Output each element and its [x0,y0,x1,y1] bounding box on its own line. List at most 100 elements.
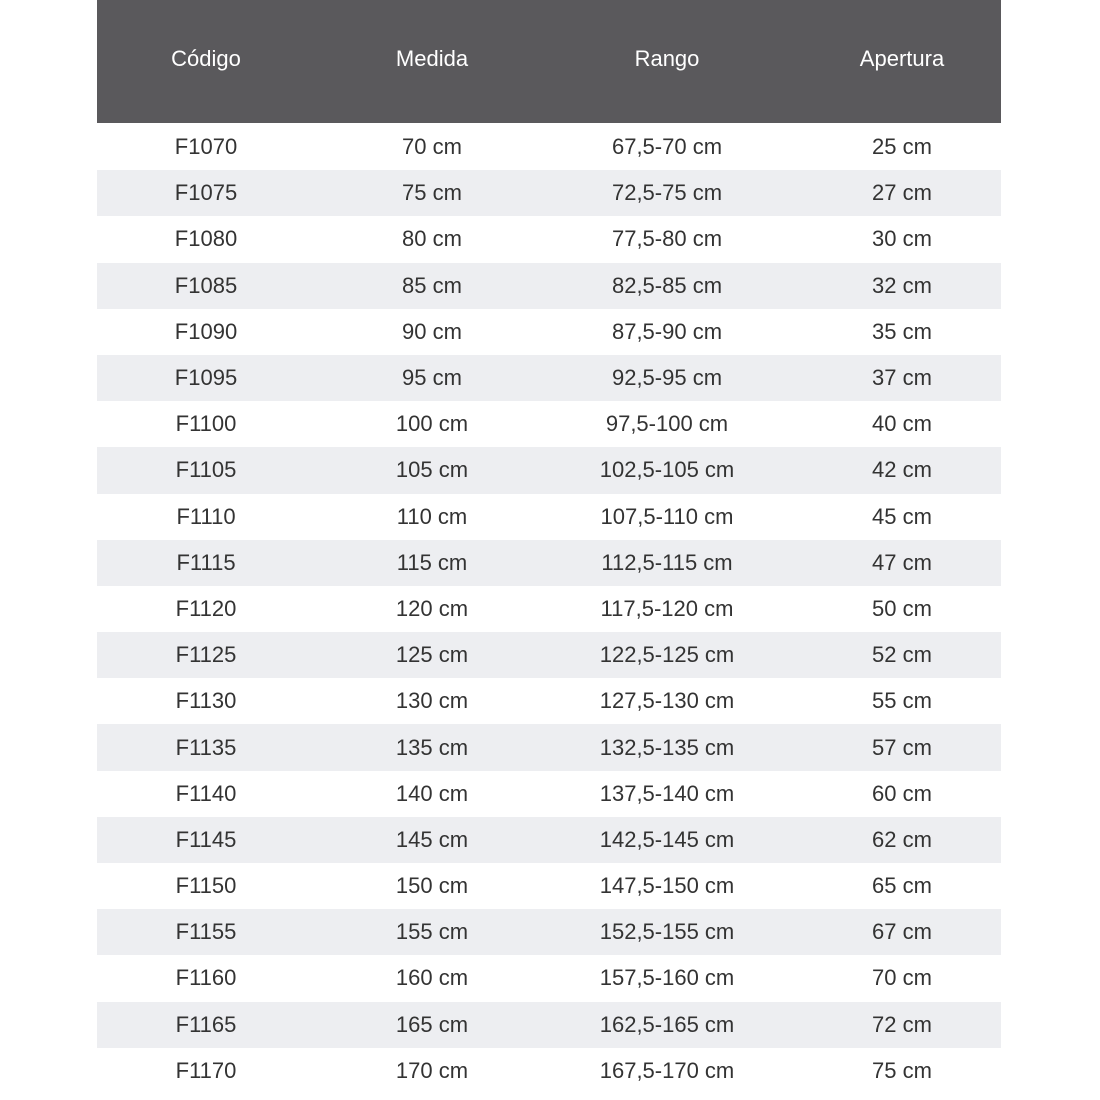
cell-apertura: 25 cm [872,134,932,160]
cell-rango: 132,5-135 cm [599,734,735,760]
cell-codigo: F1140 [175,780,237,806]
table-row: F1105 105 cm 102,5-105 cm 42 cm [97,447,1001,494]
cell-codigo: F1165 [175,1011,237,1037]
cell-apertura: 27 cm [872,180,932,206]
cell-medida: 100 cm [395,411,469,437]
cell-codigo: F1075 [174,180,238,206]
cell-rango: 77,5-80 cm [611,226,723,252]
cell-codigo: F1160 [175,965,237,991]
cell-codigo: F1080 [174,226,238,252]
cell-rango: 97,5-100 cm [605,411,729,437]
table-header: Código Medida Rango Apertura [97,0,1001,123]
cell-medida: 75 cm [402,180,462,206]
cell-apertura: 50 cm [872,595,932,621]
table-row: F1170 170 cm 167,5-170 cm 75 cm [97,1048,1001,1094]
cell-medida: 70 cm [402,134,462,160]
cell-codigo: F1100 [175,411,237,437]
cell-codigo: F1120 [175,595,237,621]
cell-medida: 130 cm [395,688,469,714]
cell-apertura: 42 cm [872,457,932,483]
cell-apertura: 57 cm [872,734,932,760]
table-row: F1070 70 cm 67,5-70 cm 25 cm [97,124,1001,170]
cell-codigo: F1095 [174,365,238,391]
cell-rango: 152,5-155 cm [599,919,735,945]
cell-medida: 115 cm [396,549,468,575]
cell-codigo: F1115 [176,549,236,575]
header-rango: Rango [634,45,700,71]
cell-apertura: 35 cm [872,318,932,344]
cell-rango: 122,5-125 cm [599,642,735,668]
cell-medida: 145 cm [395,826,469,852]
cell-codigo: F1145 [175,826,237,852]
cell-apertura: 52 cm [872,642,932,668]
cell-medida: 80 cm [402,226,462,252]
table-row: F1140 140 cm 137,5-140 cm 60 cm [97,771,1001,817]
cell-apertura: 37 cm [872,365,932,391]
cell-medida: 165 cm [395,1011,469,1037]
cell-rango: 92,5-95 cm [611,365,723,391]
table-row: F1125 125 cm 122,5-125 cm 52 cm [97,632,1001,679]
cell-rango: 167,5-170 cm [599,1057,735,1083]
cell-medida: 85 cm [402,272,462,298]
cell-medida: 170 cm [395,1057,469,1083]
cell-codigo: F1170 [175,1057,237,1083]
cell-apertura: 62 cm [872,826,932,852]
table-row: F1160 160 cm 157,5-160 cm 70 cm [97,955,1001,1001]
cell-medida: 110 cm [396,503,468,529]
cell-codigo: F1125 [175,642,237,668]
cell-apertura: 40 cm [872,411,932,437]
cell-apertura: 47 cm [872,549,932,575]
table-row: F1150 150 cm 147,5-150 cm 65 cm [97,863,1001,909]
cell-rango: 72,5-75 cm [611,180,723,206]
cell-rango: 87,5-90 cm [611,318,723,344]
table-row: F1100 100 cm 97,5-100 cm 40 cm [97,401,1001,447]
cell-rango: 107,5-110 cm [600,503,734,529]
header-apertura: Apertura [859,45,945,71]
table-row: F1090 90 cm 87,5-90 cm 35 cm [97,309,1001,355]
table-row: F1115 115 cm 112,5-115 cm 47 cm [97,539,1001,586]
cell-medida: 90 cm [402,318,462,344]
table-row: F1095 95 cm 92,5-95 cm 37 cm [97,354,1001,402]
cell-codigo: F1090 [174,318,238,344]
table-row: F1080 80 cm 77,5-80 cm 30 cm [97,216,1001,262]
cell-rango: 162,5-165 cm [599,1011,735,1037]
table-row: F1120 120 cm 117,5-120 cm 50 cm [97,586,1001,632]
cell-medida: 150 cm [395,873,469,899]
cell-apertura: 30 cm [872,226,932,252]
cell-rango: 137,5-140 cm [599,780,735,806]
cell-medida: 135 cm [395,734,469,760]
cell-apertura: 65 cm [872,873,932,899]
cell-rango: 102,5-105 cm [599,457,735,483]
header-medida: Medida [395,45,469,71]
cell-apertura: 75 cm [872,1057,932,1083]
cell-medida: 140 cm [395,780,469,806]
size-table: Código Medida Rango Apertura F1070 70 cm 6… [97,0,1001,1094]
table-row: F1145 145 cm 142,5-145 cm 62 cm [97,816,1001,863]
cell-codigo: F1155 [175,919,237,945]
cell-apertura: 32 cm [872,272,932,298]
cell-codigo: F1130 [175,688,237,714]
cell-codigo: F1105 [175,457,237,483]
cell-apertura: 45 cm [872,503,932,529]
table-row: F1130 130 cm 127,5-130 cm 55 cm [97,678,1001,724]
cell-rango: 67,5-70 cm [611,134,723,160]
cell-apertura: 70 cm [872,965,932,991]
cell-rango: 127,5-130 cm [599,688,735,714]
cell-medida: 95 cm [402,365,462,391]
cell-apertura: 72 cm [872,1011,932,1037]
cell-apertura: 55 cm [872,688,932,714]
cell-rango: 147,5-150 cm [599,873,735,899]
cell-medida: 155 cm [395,919,469,945]
cell-rango: 117,5-120 cm [600,595,734,621]
cell-codigo: F1070 [174,134,238,160]
cell-codigo: F1110 [176,503,236,529]
cell-codigo: F1085 [174,272,238,298]
cell-rango: 142,5-145 cm [599,826,735,852]
cell-rango: 157,5-160 cm [599,965,735,991]
table-row: F1075 75 cm 72,5-75 cm 27 cm [97,170,1001,217]
cell-codigo: F1150 [175,873,237,899]
table-row: F1135 135 cm 132,5-135 cm 57 cm [97,724,1001,771]
cell-rango: 82,5-85 cm [611,272,723,298]
header-codigo: Código [171,45,241,71]
cell-medida: 105 cm [395,457,469,483]
